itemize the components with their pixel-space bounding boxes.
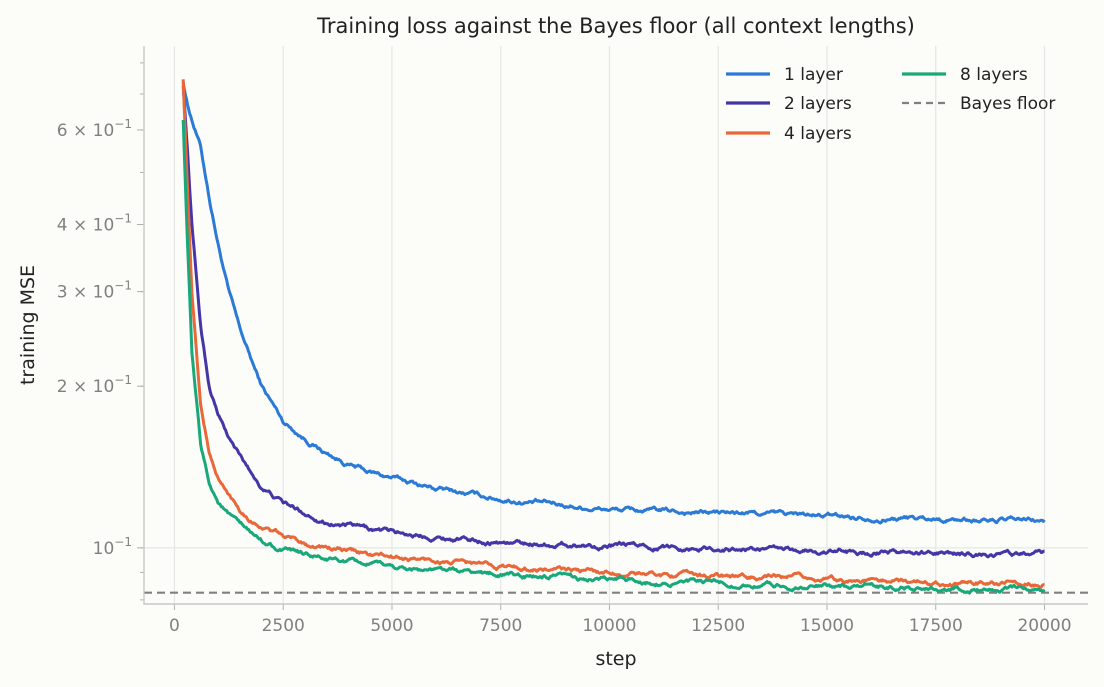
series-line-3 — [181, 79, 1045, 589]
x-tick-label: 12500 — [691, 616, 745, 636]
legend-label: Bayes floor — [960, 94, 1055, 114]
y-axis-label: training MSE — [17, 265, 39, 385]
chart-title: Training loss against the Bayes floor (a… — [316, 14, 915, 38]
x-tick-label: 15000 — [800, 616, 854, 636]
series-line-4 — [181, 119, 1046, 595]
gridlines — [144, 46, 1088, 604]
legend-label: 1 layer — [784, 65, 843, 85]
x-tick-label: 2500 — [262, 616, 305, 636]
y-tick-label: 6 × 10−1 — [57, 117, 132, 141]
y-tick-label: 3 × 10−1 — [57, 279, 132, 303]
y-tick-label: 4 × 10−1 — [57, 212, 132, 236]
series-line-1 — [181, 82, 1046, 525]
legend-label: 8 layers — [960, 65, 1028, 85]
x-tick-label: 20000 — [1017, 616, 1071, 636]
axes: 0 2500 5000 7500 10000 12500 15000 17500 20000 10… — [57, 46, 1088, 636]
x-tick-label: 17500 — [909, 616, 963, 636]
legend: 1 layer 2 layers 4 layers 8 layers Bayes flo… — [726, 65, 1055, 144]
series-line-2 — [181, 85, 1045, 559]
x-tick-label: 0 — [169, 616, 180, 636]
plot-series — [144, 79, 1088, 595]
x-tick-label: 10000 — [582, 616, 636, 636]
y-tick-label: 10−1 — [93, 535, 132, 559]
x-tick-label: 7500 — [479, 616, 522, 636]
legend-label: 2 layers — [784, 94, 852, 114]
x-axis-label: step — [595, 648, 636, 670]
y-tick-label: 2 × 10−1 — [57, 373, 132, 397]
axis-spine — [143, 46, 1088, 605]
x-tick-label: 5000 — [370, 616, 413, 636]
legend-label: 4 layers — [784, 124, 852, 144]
